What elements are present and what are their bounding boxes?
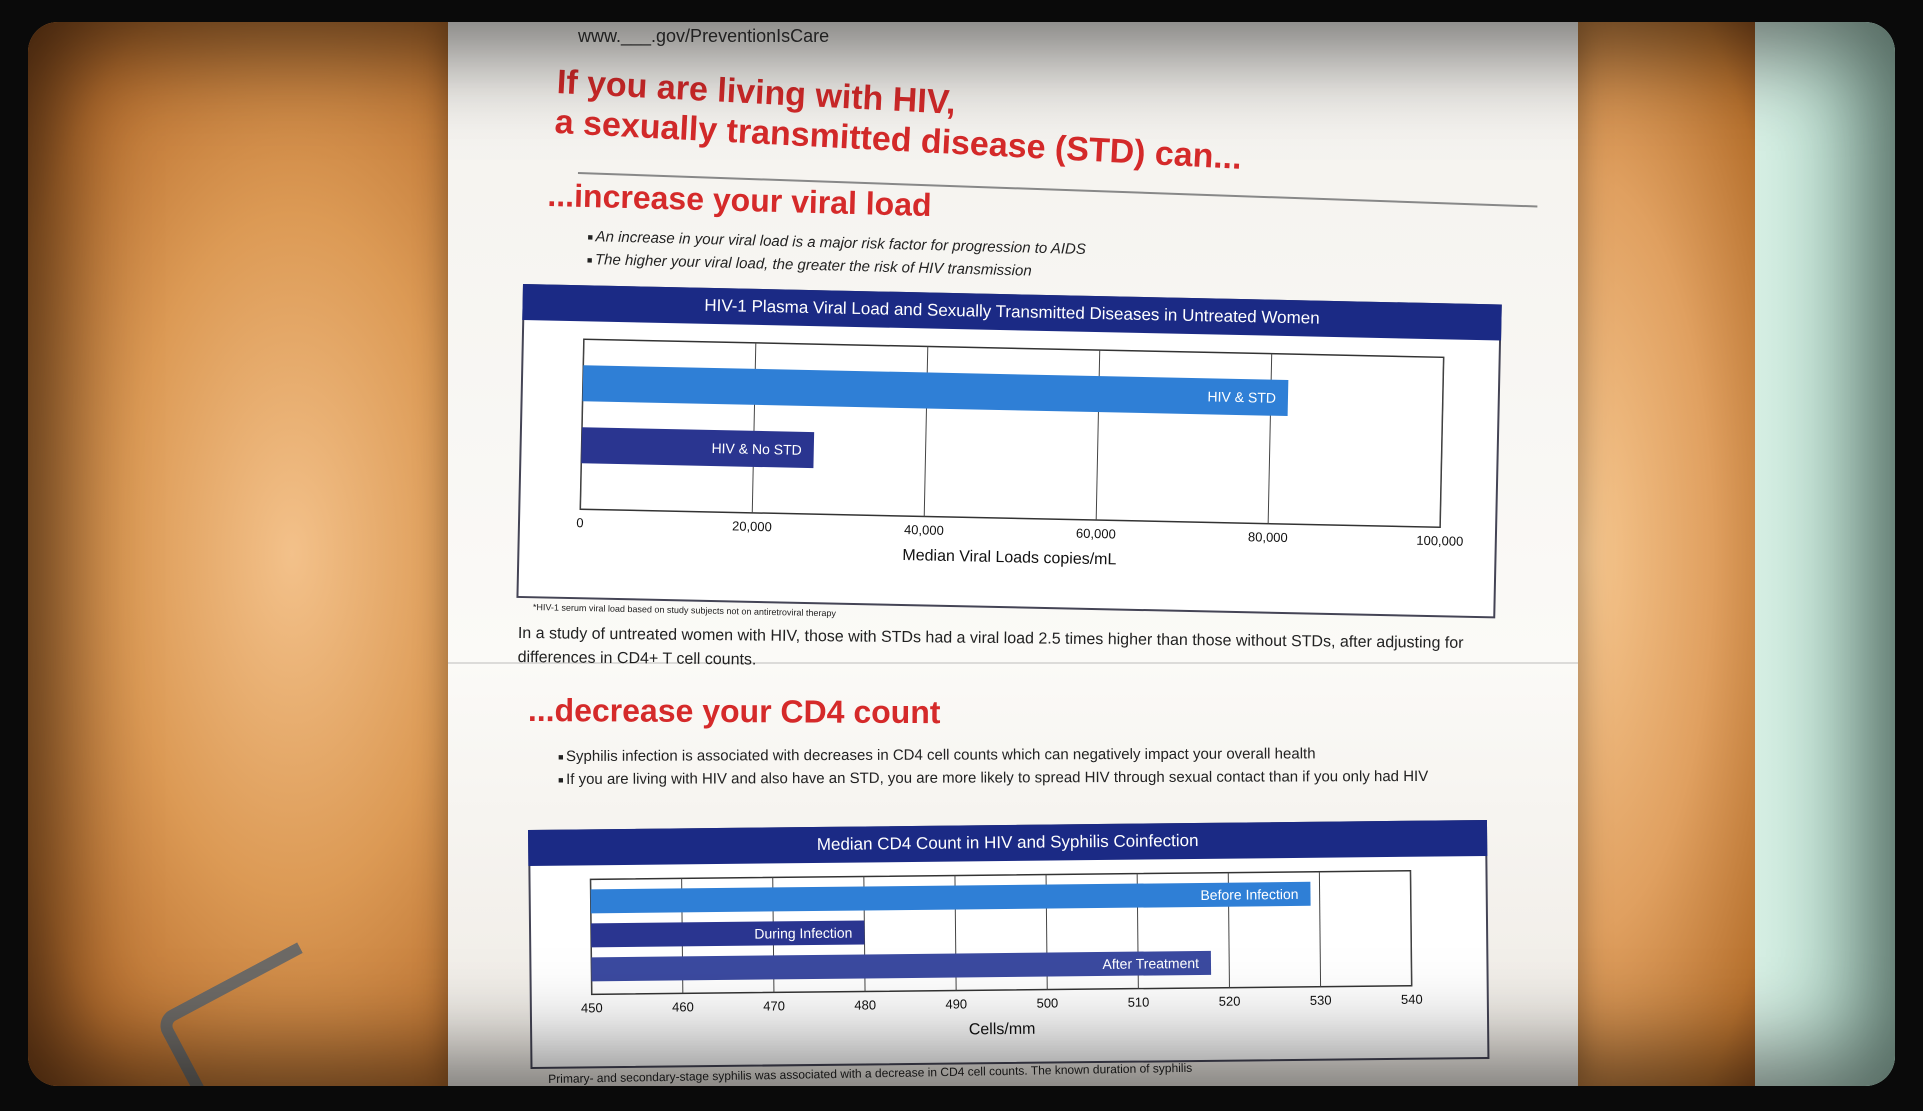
section2-title: ...decrease your CD4 count (527, 692, 941, 731)
cabinet-door-left (28, 22, 468, 1086)
bar-label: HIV & STD (1207, 388, 1276, 405)
x-tick-label: 480 (854, 997, 876, 1012)
x-tick-label: 40,000 (904, 522, 944, 538)
bar (581, 427, 815, 469)
x-tick-label: 490 (945, 996, 967, 1011)
viral-load-chart: HIV-1 Plasma Viral Load and Sexually Tra… (516, 284, 1502, 619)
paper-fold (448, 662, 1578, 664)
x-tick-label: 530 (1310, 993, 1332, 1008)
x-tick-label: 500 (1036, 995, 1058, 1010)
x-tick-label: 0 (576, 515, 584, 530)
section1-bullets: An increase in your viral load is a majo… (587, 222, 1087, 287)
x-axis-label: Median Viral Loads copies/mL (902, 547, 1116, 568)
section2-bullet: If you are living with HIV and also have… (558, 768, 1478, 788)
x-tick-label: 470 (763, 998, 785, 1013)
x-axis-label: Cells/mm (969, 1021, 1036, 1039)
poster-url: www.___.gov/PreventionIsCare (578, 26, 830, 46)
x-tick-label: 450 (581, 1000, 603, 1015)
wall (1755, 22, 1895, 1086)
x-tick-label: 460 (672, 999, 694, 1014)
section2-bullet: Syphilis infection is associated with de… (558, 745, 1478, 765)
x-tick-label: 520 (1219, 994, 1241, 1009)
bar-label: During Infection (754, 925, 852, 942)
gridline (1409, 870, 1413, 986)
section2-bullets: Syphilis infection is associated with de… (558, 739, 1478, 794)
viral-load-footnote: *HIV-1 serum viral load based on study s… (532, 602, 837, 619)
bar-label: After Treatment (1102, 955, 1199, 972)
x-tick-label: 510 (1128, 995, 1150, 1010)
x-tick-label: 80,000 (1248, 529, 1288, 545)
bar (590, 881, 1311, 914)
cd4-chart: Median CD4 Count in HIV and Syphilis Coi… (528, 819, 1490, 1069)
gridline (1439, 357, 1445, 528)
bar (591, 950, 1212, 982)
bar (590, 920, 865, 948)
x-tick-label: 540 (1401, 992, 1423, 1007)
bar (582, 365, 1289, 417)
x-tick-label: 20,000 (732, 518, 772, 534)
viral-load-chart-plot: 0 20,000 40,000 60,000 80,000 100,000 HIV & ST… (576, 338, 1463, 568)
photo: www.___.gov/PreventionIsCare If you are … (28, 22, 1895, 1086)
viral-load-paragraph: In a study of untreated women with HIV, … (517, 624, 1464, 669)
x-tick-label: 60,000 (1076, 526, 1116, 542)
bar-label: HIV & No STD (711, 440, 802, 458)
gridline (1318, 871, 1322, 987)
bar-label: Before Infection (1200, 886, 1298, 903)
poster: www.___.gov/PreventionIsCare If you are … (448, 22, 1578, 1086)
cd4-chart-plot: 450 460 470 480 490 500 510 520 530 540 Before Inf… (581, 870, 1423, 1039)
x-tick-label: 100,000 (1416, 533, 1463, 549)
headline: If you are living with HIV, a sexually t… (554, 62, 1487, 191)
